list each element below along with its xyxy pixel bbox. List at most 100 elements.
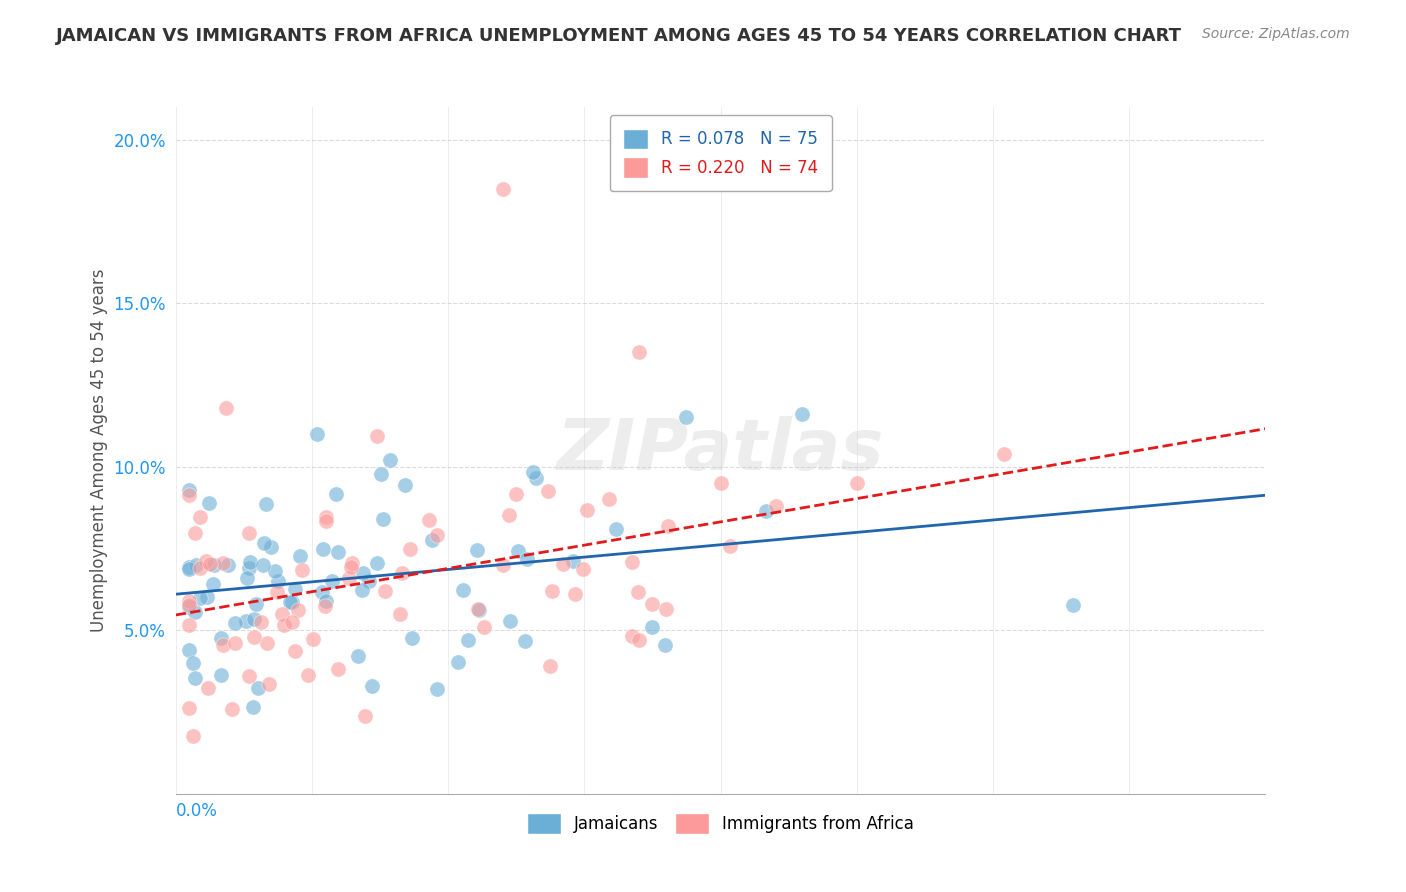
Jamaicans: [371, 512, 394, 526]
Immigrants from Africa: [627, 584, 650, 599]
Jamaicans: [515, 633, 537, 648]
Jamaicans: [347, 649, 370, 664]
Immigrants from Africa: [498, 508, 520, 523]
Immigrants from Africa: [388, 607, 411, 621]
Jamaicans: [468, 603, 491, 617]
Immigrants from Africa: [765, 499, 787, 513]
Jamaicans: [280, 595, 302, 609]
Jamaicans: [506, 544, 529, 558]
Immigrants from Africa: [657, 519, 679, 533]
Jamaicans: [239, 555, 262, 569]
Jamaicans: [179, 562, 201, 576]
Immigrants from Africa: [266, 584, 288, 599]
Jamaicans: [198, 496, 221, 510]
Jamaicans: [451, 582, 474, 597]
Immigrants from Africa: [188, 509, 211, 524]
Immigrants from Africa: [418, 513, 440, 527]
Jamaicans: [254, 497, 277, 511]
Jamaicans: [209, 631, 232, 645]
Jamaicans: [654, 638, 676, 652]
Immigrants from Africa: [184, 525, 207, 540]
Immigrants from Africa: [576, 503, 599, 517]
Jamaicans: [290, 549, 312, 564]
Immigrants from Africa: [564, 587, 586, 601]
Immigrants from Africa: [426, 528, 449, 542]
Jamaicans: [394, 477, 416, 491]
Immigrants from Africa: [302, 632, 325, 646]
Immigrants from Africa: [283, 644, 305, 658]
Immigrants from Africa: [598, 491, 620, 506]
Jamaicans: [209, 668, 232, 682]
Immigrants from Africa: [627, 345, 650, 359]
Immigrants from Africa: [195, 554, 218, 568]
Jamaicans: [420, 533, 443, 547]
Immigrants from Africa: [179, 598, 201, 612]
Immigrants from Africa: [273, 618, 295, 632]
Immigrants from Africa: [179, 594, 201, 608]
Jamaicans: [499, 614, 522, 628]
Immigrants from Africa: [491, 558, 513, 572]
Jamaicans: [312, 542, 335, 557]
Immigrants from Africa: [342, 556, 364, 570]
Immigrants from Africa: [571, 562, 593, 576]
Immigrants from Africa: [221, 702, 243, 716]
Legend: Jamaicans, Immigrants from Africa: Jamaicans, Immigrants from Africa: [520, 807, 921, 840]
Jamaicans: [281, 595, 304, 609]
Immigrants from Africa: [467, 601, 489, 615]
Immigrants from Africa: [339, 571, 361, 585]
Immigrants from Africa: [655, 602, 678, 616]
Immigrants from Africa: [399, 541, 422, 556]
Jamaicans: [181, 657, 204, 671]
Jamaicans: [179, 599, 201, 614]
Immigrants from Africa: [538, 658, 561, 673]
Immigrants from Africa: [181, 729, 204, 743]
Immigrants from Africa: [281, 615, 304, 629]
Jamaicans: [238, 561, 260, 575]
Immigrants from Africa: [326, 663, 349, 677]
Jamaicans: [252, 558, 274, 572]
Jamaicans: [179, 643, 201, 657]
Jamaicans: [183, 671, 205, 685]
Jamaicans: [366, 556, 388, 570]
Jamaicans: [792, 407, 814, 421]
Jamaicans: [184, 605, 207, 619]
Immigrants from Africa: [238, 526, 260, 541]
Immigrants from Africa: [492, 182, 515, 196]
Immigrants from Africa: [224, 636, 246, 650]
Immigrants from Africa: [374, 583, 396, 598]
Immigrants from Africa: [391, 566, 413, 580]
Jamaicans: [350, 582, 373, 597]
Jamaicans: [522, 465, 544, 479]
Jamaicans: [321, 574, 343, 588]
Jamaicans: [224, 616, 246, 631]
Immigrants from Africa: [537, 483, 560, 498]
Jamaicans: [245, 597, 267, 611]
Immigrants from Africa: [993, 447, 1015, 461]
Immigrants from Africa: [243, 630, 266, 644]
Immigrants from Africa: [366, 429, 388, 443]
Jamaicans: [253, 536, 276, 550]
Jamaicans: [605, 522, 627, 536]
Immigrants from Africa: [505, 487, 527, 501]
Jamaicans: [263, 564, 285, 578]
Immigrants from Africa: [291, 563, 314, 577]
Jamaicans: [675, 410, 697, 425]
Immigrants from Africa: [314, 599, 336, 614]
Jamaicans: [524, 471, 547, 485]
Jamaicans: [305, 427, 328, 442]
Immigrants from Africa: [238, 669, 260, 683]
Immigrants from Africa: [212, 556, 235, 570]
Jamaicans: [179, 560, 201, 574]
Jamaicans: [315, 593, 337, 607]
Immigrants from Africa: [354, 709, 377, 723]
Jamaicans: [516, 551, 538, 566]
Jamaicans: [179, 483, 201, 497]
Immigrants from Africa: [212, 638, 235, 652]
Jamaicans: [184, 558, 207, 572]
Jamaicans: [266, 574, 288, 588]
Jamaicans: [465, 543, 488, 558]
Immigrants from Africa: [620, 629, 643, 643]
Immigrants from Africa: [198, 558, 221, 572]
Jamaicans: [353, 566, 375, 580]
Jamaicans: [311, 585, 333, 599]
